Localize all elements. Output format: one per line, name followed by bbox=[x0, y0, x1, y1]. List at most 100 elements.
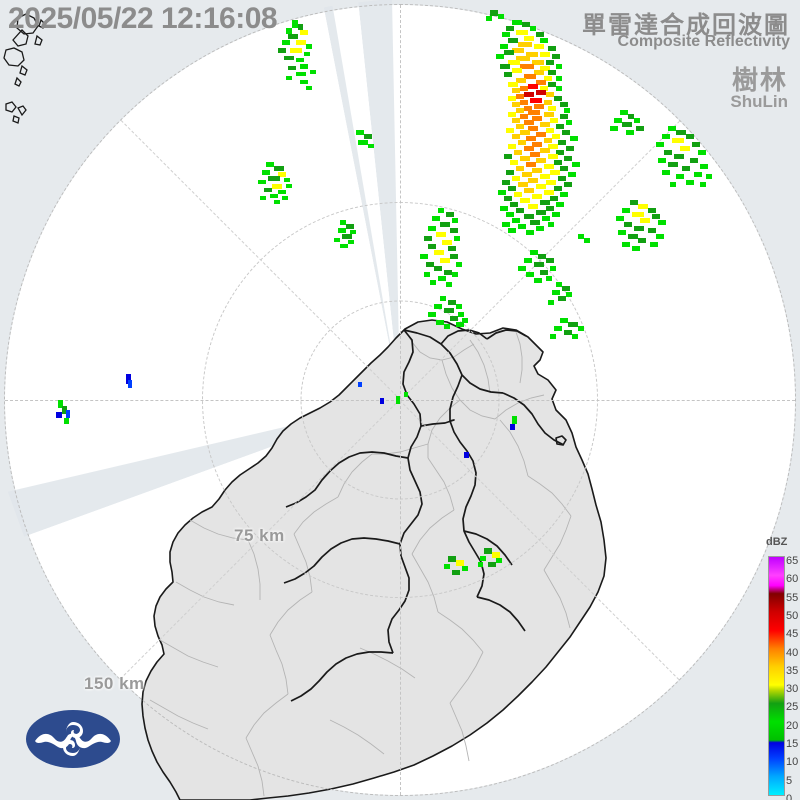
echo-cell bbox=[630, 200, 638, 205]
echo-cell bbox=[690, 158, 698, 163]
echo-cell bbox=[554, 160, 562, 165]
echo-cell bbox=[552, 212, 560, 217]
colorbar-tick: 5 bbox=[786, 774, 793, 787]
echo-cell bbox=[516, 94, 524, 99]
echo-cell bbox=[552, 54, 560, 59]
echo-cell bbox=[566, 292, 572, 297]
echo-cell bbox=[528, 178, 538, 183]
echo-cell bbox=[626, 130, 634, 135]
echo-cell bbox=[62, 406, 67, 414]
echo-cell bbox=[528, 84, 538, 89]
echo-cell bbox=[520, 130, 530, 135]
echo-cell bbox=[524, 120, 534, 125]
echo-cell bbox=[556, 150, 564, 155]
echo-cell bbox=[534, 278, 542, 283]
echo-cell bbox=[560, 192, 568, 197]
echo-cell bbox=[662, 134, 670, 139]
echo-cell bbox=[668, 162, 678, 167]
echo-cell bbox=[540, 52, 550, 57]
echo-cell bbox=[524, 258, 532, 263]
echo-cell bbox=[682, 166, 690, 171]
echo-cell bbox=[662, 170, 670, 175]
echo-cell bbox=[706, 174, 712, 179]
echo-cell bbox=[266, 162, 274, 167]
echo-cell bbox=[496, 54, 504, 59]
crosshair-vertical bbox=[400, 5, 401, 795]
echo-cell bbox=[306, 44, 312, 49]
echo-cell bbox=[548, 144, 558, 149]
echo-cell bbox=[536, 80, 546, 85]
echo-cell bbox=[546, 180, 556, 185]
echo-cell bbox=[358, 140, 368, 145]
echo-cell bbox=[536, 210, 546, 215]
echo-cell bbox=[578, 326, 584, 331]
echo-cell bbox=[546, 258, 554, 263]
echo-cell bbox=[552, 134, 560, 139]
echo-cell bbox=[564, 330, 572, 335]
echo-cell bbox=[544, 164, 554, 169]
echo-cell bbox=[628, 114, 634, 119]
echo-cell bbox=[570, 136, 578, 141]
echo-cell bbox=[656, 234, 664, 239]
colorbar-tick: 60 bbox=[786, 573, 799, 586]
echo-cell bbox=[564, 156, 572, 161]
colorbar-tick: 0 bbox=[786, 793, 793, 800]
echo-cell bbox=[530, 26, 536, 31]
echo-cell bbox=[558, 296, 566, 301]
echo-cell bbox=[456, 262, 462, 267]
colorbar-tick: 40 bbox=[786, 646, 799, 659]
echo-cell bbox=[426, 262, 434, 267]
echo-cell bbox=[396, 396, 400, 404]
echo-cell bbox=[548, 106, 556, 111]
echo-cell bbox=[526, 136, 536, 141]
echo-cell bbox=[348, 240, 354, 244]
echo-cell bbox=[556, 282, 562, 287]
echo-cell bbox=[286, 28, 292, 34]
echo-cell bbox=[618, 230, 626, 235]
colorbar-tick: 20 bbox=[786, 719, 799, 732]
echo-cell bbox=[508, 144, 516, 149]
echo-cell bbox=[540, 174, 550, 179]
echo-cell bbox=[334, 238, 340, 242]
echo-cell bbox=[524, 214, 534, 219]
echo-cell bbox=[356, 130, 364, 135]
echo-cell bbox=[506, 170, 514, 175]
echo-cell bbox=[694, 172, 702, 177]
echo-cell bbox=[502, 222, 510, 227]
echo-cell bbox=[556, 202, 564, 207]
echo-cell bbox=[282, 196, 288, 200]
echo-cell bbox=[300, 80, 308, 84]
echo-cell bbox=[430, 280, 436, 285]
echo-cell bbox=[296, 72, 306, 76]
echo-cell bbox=[278, 190, 286, 194]
echo-cell bbox=[622, 208, 630, 213]
echo-cell bbox=[268, 176, 280, 181]
echo-cell bbox=[634, 118, 640, 123]
echo-cell bbox=[510, 202, 518, 207]
colorbar-tick: 10 bbox=[786, 756, 799, 769]
echo-cell bbox=[638, 238, 646, 243]
echo-cell bbox=[508, 60, 520, 65]
echo-cell bbox=[508, 228, 516, 233]
echo-cell bbox=[452, 570, 460, 575]
echo-cell bbox=[486, 16, 492, 21]
echo-cell bbox=[566, 146, 574, 151]
echo-cell bbox=[526, 162, 536, 167]
echo-cell bbox=[532, 116, 542, 121]
echo-cell bbox=[674, 154, 684, 159]
echo-cell bbox=[516, 30, 528, 35]
echo-cell bbox=[540, 148, 550, 153]
echo-cell bbox=[550, 196, 558, 201]
echo-cell bbox=[512, 20, 522, 25]
echo-cell bbox=[498, 14, 504, 19]
echo-cell bbox=[556, 76, 562, 81]
echo-cell bbox=[676, 130, 686, 135]
echo-cell bbox=[438, 276, 446, 281]
echo-cell bbox=[528, 126, 538, 131]
echo-cell bbox=[524, 92, 534, 97]
echo-cell bbox=[650, 242, 658, 247]
echo-cell bbox=[488, 562, 496, 567]
echo-cell bbox=[64, 418, 69, 424]
echo-cell bbox=[672, 138, 684, 143]
